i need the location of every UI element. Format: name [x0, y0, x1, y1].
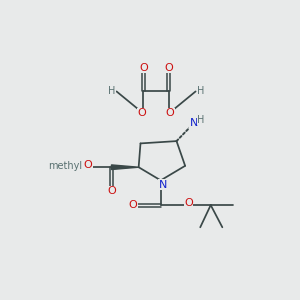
Text: N: N [190, 118, 198, 128]
Text: O: O [139, 63, 148, 73]
Text: O: O [164, 63, 173, 73]
Text: O: O [166, 108, 174, 118]
Text: O: O [138, 108, 146, 118]
Text: O: O [107, 187, 116, 196]
Text: O: O [84, 160, 93, 170]
Text: methyl: methyl [49, 161, 83, 171]
Text: N: N [159, 179, 167, 190]
Text: H: H [197, 86, 204, 96]
Text: O: O [128, 200, 137, 210]
Text: H: H [197, 115, 205, 125]
Text: H: H [108, 86, 115, 96]
Polygon shape [111, 165, 139, 169]
Text: O: O [184, 198, 193, 208]
